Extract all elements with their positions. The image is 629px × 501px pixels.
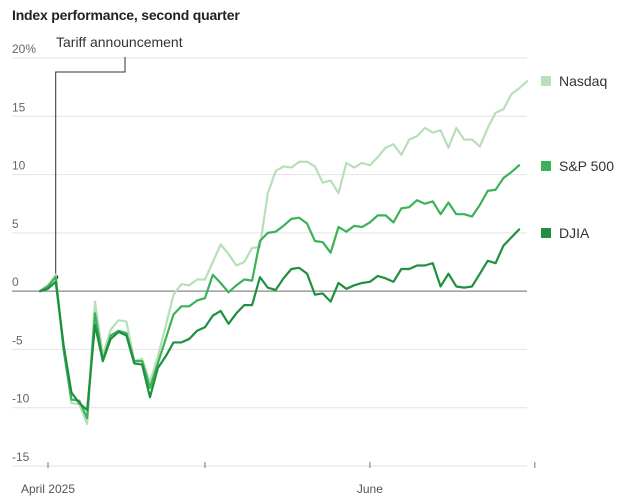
series-layer: [38, 80, 529, 426]
annotation-label: Tariff announcement: [56, 34, 183, 50]
legend-swatch-nasdaq: [541, 76, 551, 86]
y-tick-label: 15: [12, 100, 26, 114]
chart-title: Index performance, second quarter: [12, 7, 240, 23]
legend-swatch-s-p-500: [541, 161, 551, 171]
series-line-nasdaq: [38, 80, 529, 426]
x-axis-ticks: April 2025 June: [21, 462, 536, 496]
y-axis-ticks: 20% 15 10 5 0 -5 -10 -15: [12, 42, 36, 464]
x-tick-label: June: [357, 482, 383, 496]
y-tick-label: 20%: [12, 42, 36, 56]
x-tick-label: April 2025: [21, 482, 75, 496]
annotation-layer: Tariff announcement: [53, 34, 183, 280]
y-tick-label: -5: [12, 333, 23, 347]
legend-label-djia: DJIA: [559, 225, 590, 241]
y-tick-label: 10: [12, 159, 26, 173]
series-line-djia: [38, 228, 521, 412]
legend-layer: Nasdaq S&P 500 DJIA: [541, 73, 614, 241]
legend-label-s-p-500: S&P 500: [559, 158, 614, 174]
legend-label-nasdaq: Nasdaq: [559, 73, 607, 89]
series-line-s-p-500: [38, 164, 521, 420]
legend-swatch-djia: [541, 228, 551, 238]
y-tick-label: 5: [12, 217, 19, 231]
y-tick-label: -15: [12, 450, 30, 464]
y-tick-label: 0: [12, 275, 19, 289]
y-tick-label: -10: [12, 392, 30, 406]
annotation-leader-line: [55, 57, 126, 278]
